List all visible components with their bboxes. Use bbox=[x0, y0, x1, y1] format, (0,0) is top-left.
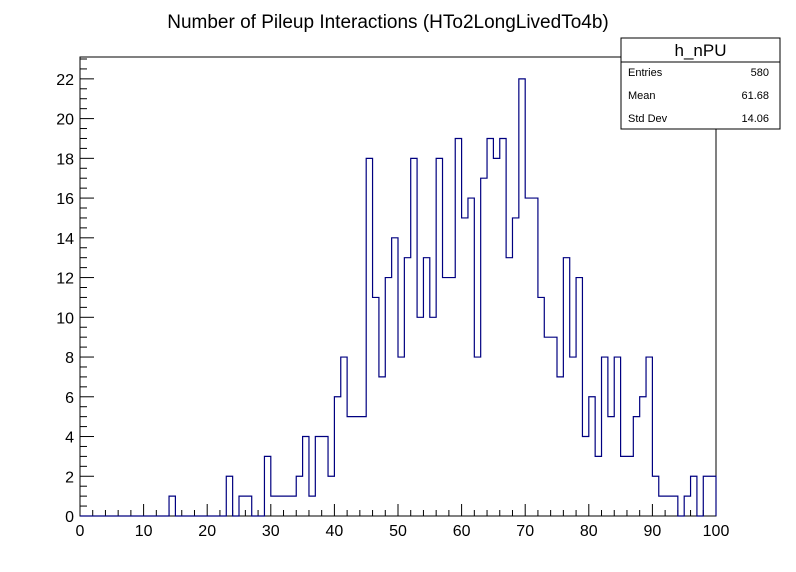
x-tick-label: 80 bbox=[580, 523, 598, 540]
x-axis: 0 10 20 30 40 50 60 70 80 90 100 bbox=[76, 504, 730, 540]
y-tick-label: 18 bbox=[56, 151, 74, 168]
x-tick-label: 90 bbox=[644, 523, 662, 540]
stats-mean-label: Mean bbox=[628, 90, 656, 102]
y-tick-label: 16 bbox=[56, 191, 74, 208]
stats-stddev-label: Std Dev bbox=[628, 113, 668, 125]
x-tick-label: 100 bbox=[703, 523, 730, 540]
stats-box: h_nPU Entries 580 Mean 61.68 Std Dev 14.… bbox=[620, 37, 781, 130]
y-tick-label: 6 bbox=[65, 390, 74, 407]
y-tick-label: 22 bbox=[56, 72, 74, 89]
y-tick-label: 4 bbox=[65, 430, 74, 447]
stats-box-name: h_nPU bbox=[675, 41, 727, 60]
y-axis: 0 2 4 6 8 10 12 14 16 18 20 22 bbox=[56, 58, 94, 526]
stats-mean-value: 61.68 bbox=[741, 90, 769, 102]
chart-title: Number of Pileup Interactions (HTo2LongL… bbox=[167, 12, 608, 33]
x-tick-label: 60 bbox=[453, 523, 471, 540]
y-tick-label: 20 bbox=[56, 112, 74, 129]
x-tick-label: 30 bbox=[262, 523, 280, 540]
x-tick-label: 40 bbox=[326, 523, 344, 540]
y-tick-label: 8 bbox=[65, 350, 74, 367]
x-tick-label: 50 bbox=[389, 523, 407, 540]
x-tick-label: 10 bbox=[135, 523, 153, 540]
y-tick-label: 2 bbox=[65, 469, 74, 486]
stats-entries-label: Entries bbox=[628, 67, 663, 79]
y-tick-label: 12 bbox=[56, 271, 74, 288]
stats-box-frame bbox=[620, 37, 781, 130]
stats-stddev-value: 14.06 bbox=[741, 113, 769, 125]
x-tick-label: 70 bbox=[516, 523, 534, 540]
y-tick-label: 0 bbox=[65, 509, 74, 526]
stats-entries-value: 580 bbox=[751, 67, 769, 79]
y-tick-label: 10 bbox=[56, 310, 74, 327]
y-tick-label: 14 bbox=[56, 231, 74, 248]
histogram-line bbox=[80, 78, 717, 517]
x-tick-label: 0 bbox=[76, 523, 85, 540]
x-tick-label: 20 bbox=[198, 523, 216, 540]
